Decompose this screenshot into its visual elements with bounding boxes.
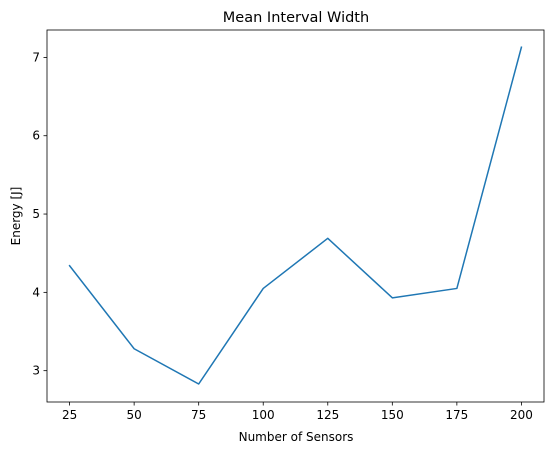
chart-title: Mean Interval Width	[223, 10, 369, 26]
x-tick-label: 125	[316, 408, 339, 422]
y-tick-label: 4	[32, 285, 40, 299]
x-tick-label: 150	[381, 408, 404, 422]
series-line	[68, 46, 523, 385]
x-axis-label: Number of Sensors	[239, 430, 354, 444]
x-tick-label: 75	[191, 408, 206, 422]
x-tick-label: 50	[126, 408, 141, 422]
x-tick-label: 200	[510, 408, 533, 422]
y-tick-label: 7	[32, 50, 40, 64]
x-tick-label: 100	[252, 408, 275, 422]
plot-area: 25 50 75 100 125 150 175 200 3 4 5 6 7	[32, 29, 545, 422]
x-tick-label: 175	[445, 408, 468, 422]
x-tick-label: 25	[62, 408, 77, 422]
y-tick-label: 5	[32, 207, 40, 221]
y-axis-label: Energy [J]	[9, 187, 23, 246]
plot-frame	[46, 29, 545, 403]
y-tick-label: 6	[32, 129, 40, 143]
y-tick-label: 3	[32, 364, 40, 378]
